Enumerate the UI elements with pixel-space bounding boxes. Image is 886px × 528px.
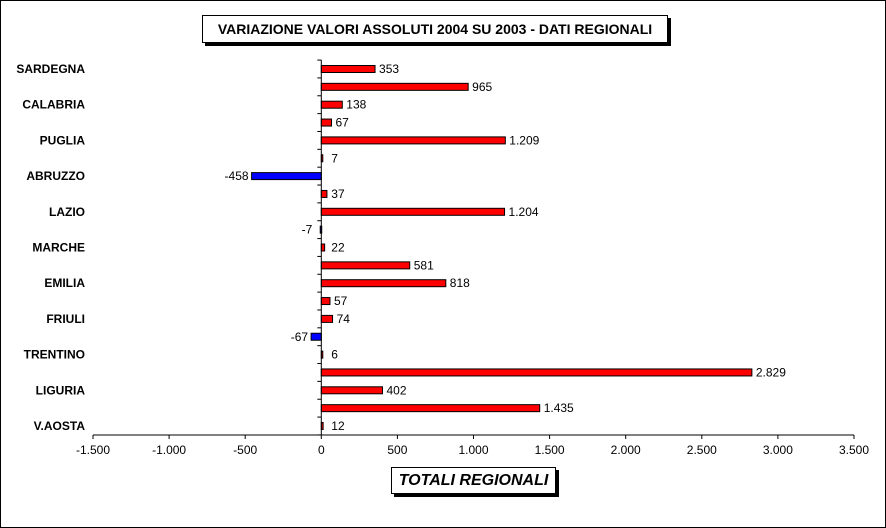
data-label: -67 — [291, 330, 309, 344]
data-label: 12 — [331, 419, 345, 433]
x-tick-label: 2.000 — [611, 443, 641, 457]
category-label: V.AOSTA — [34, 419, 86, 433]
bar — [320, 297, 331, 306]
bar — [251, 172, 322, 181]
bar — [320, 314, 334, 323]
data-label: 1.209 — [509, 133, 539, 147]
category-label: SARDEGNA — [16, 62, 85, 76]
bar — [320, 65, 376, 73]
x-tick-label: 0 — [318, 443, 325, 457]
x-axis-title: TOTALI REGIONALI — [391, 467, 556, 494]
bar — [320, 189, 328, 198]
data-label: 67 — [335, 116, 349, 130]
category-label: MARCHE — [32, 241, 85, 255]
data-label: 37 — [331, 187, 345, 201]
x-tick-label: -1.500 — [76, 443, 110, 457]
x-tick-label: 3.000 — [763, 443, 793, 457]
data-label: -458 — [225, 169, 249, 183]
category-label: EMILIA — [44, 276, 85, 290]
data-label: 1.204 — [509, 205, 539, 219]
bar — [320, 136, 506, 145]
category-label: CALABRIA — [22, 98, 85, 112]
data-label: 138 — [346, 98, 366, 112]
category-label: LIGURIA — [36, 383, 86, 397]
data-label: 74 — [337, 312, 351, 326]
bar — [320, 118, 332, 127]
category-label: ABRUZZO — [26, 169, 85, 183]
data-label: 353 — [379, 62, 399, 76]
bar — [320, 404, 541, 413]
x-tick-label: -500 — [233, 443, 257, 457]
category-label: TRENTINO — [24, 348, 85, 362]
x-tick-label: 2.500 — [687, 443, 717, 457]
bar — [320, 261, 411, 270]
data-label: 7 — [331, 151, 338, 165]
bar — [320, 82, 469, 91]
x-tick-label: -1.000 — [152, 443, 186, 457]
bar — [320, 243, 326, 252]
data-label: 581 — [414, 258, 434, 272]
data-label: 2.829 — [756, 365, 786, 379]
bar — [320, 207, 506, 216]
data-label: 1.435 — [544, 401, 574, 415]
data-label: 402 — [386, 383, 406, 397]
data-label: 57 — [334, 294, 348, 308]
x-tick-label: 3.500 — [839, 443, 869, 457]
bar — [320, 279, 447, 288]
category-label: LAZIO — [49, 205, 85, 219]
bar — [310, 332, 322, 341]
x-tick-label: 500 — [387, 443, 407, 457]
bar — [320, 100, 343, 109]
data-label: 6 — [331, 348, 338, 362]
x-tick-label: 1.000 — [458, 443, 488, 457]
bar — [320, 386, 383, 395]
chart-title: VARIAZIONE VALORI ASSOLUTI 2004 SU 2003 … — [202, 15, 668, 43]
data-label: 22 — [331, 241, 345, 255]
data-label: -7 — [302, 223, 313, 237]
category-label: FRIULI — [46, 312, 85, 326]
x-tick-label: 1.500 — [535, 443, 565, 457]
data-label: 965 — [472, 80, 492, 94]
category-label: PUGLIA — [40, 133, 86, 147]
data-label: 818 — [450, 276, 470, 290]
bar — [320, 368, 753, 377]
